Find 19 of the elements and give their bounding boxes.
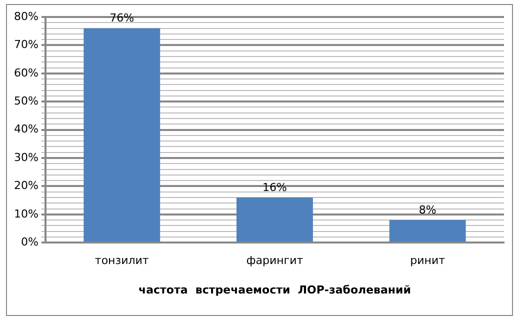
bar [389, 220, 466, 242]
x-axis-title: частота встречаемости ЛОР-заболеваний [138, 283, 411, 296]
y-tick-label: 30% [14, 150, 38, 164]
y-tick-label: 70% [14, 38, 38, 52]
x-tick-label: ринит [410, 254, 446, 268]
y-tick-label: 0% [20, 235, 38, 248]
y-tick-label: 20% [14, 179, 38, 192]
x-tick-label: тонзилит [94, 254, 150, 268]
y-tick-label: 60% [14, 66, 38, 80]
y-tick-label: 80% [14, 10, 38, 23]
bar [84, 28, 160, 242]
data-label: 8% [418, 203, 436, 216]
bar [236, 197, 313, 242]
y-tick-label: 50% [14, 94, 38, 108]
y-tick-label: 10% [14, 207, 38, 220]
y-tick-label: 40% [14, 122, 38, 136]
data-label: 16% [262, 180, 287, 194]
data-label: 76% [110, 12, 134, 25]
x-tick-label: фарингит [246, 254, 304, 268]
